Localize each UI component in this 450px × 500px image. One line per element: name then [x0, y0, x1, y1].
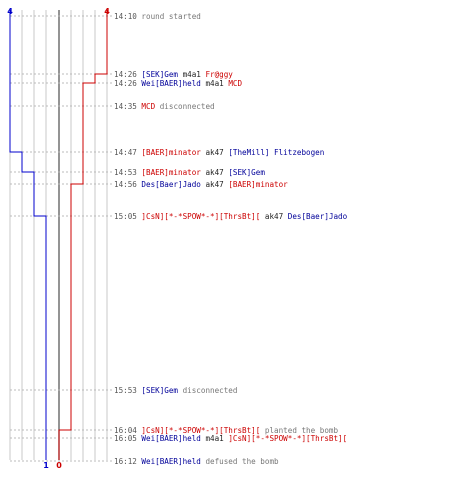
- ct-player-name: Des[Baer]Jado: [136, 180, 201, 189]
- event-guide-lines: [10, 15, 112, 462]
- t-end-count: 0: [56, 461, 62, 470]
- ct-player-name: [SEK]Gem: [228, 168, 265, 177]
- ct-player-name: [TheMill] Flitzebogen: [228, 148, 325, 157]
- weapon-name: ak47: [260, 212, 288, 221]
- log-time: 14:56: [114, 180, 137, 189]
- t-player-name: MCD: [228, 79, 243, 88]
- weapon-name: ak47: [200, 180, 229, 189]
- t-start-count: 4: [104, 7, 110, 16]
- ct-start-count: 4: [7, 7, 13, 16]
- log-time: 14:26: [114, 79, 137, 88]
- event-text: planted the bomb: [260, 426, 339, 435]
- log-time: 14:53: [114, 168, 137, 177]
- ct-alive-step-line: [9, 10, 47, 460]
- weapon-name: m4a1: [200, 79, 229, 88]
- event-text: disconnected: [155, 102, 215, 111]
- t-player-name: [BAER]minator: [136, 148, 201, 157]
- log-time: 14:10: [114, 12, 137, 21]
- log-row: 14:35 MCD disconnected: [114, 101, 215, 112]
- log-time: 14:47: [114, 148, 137, 157]
- t-alive-step-line: [58, 10, 108, 460]
- log-time: 16:04: [114, 426, 137, 435]
- log-row: 14:47 [BAER]minator ak47 [TheMill] Flitz…: [114, 147, 324, 158]
- weapon-name: m4a1: [200, 434, 229, 443]
- event-text: round started: [136, 12, 201, 21]
- log-row: 16:04 ]CsN][*-*SPOW*-*][ThrsBt][ planted…: [114, 425, 338, 436]
- log-row: 16:05 Wei[BAER]held m4a1 ]CsN][*-*SPOW*-…: [114, 433, 347, 444]
- ct-player-name: Des[Baer]Jado: [287, 212, 348, 221]
- log-time: 14:26: [114, 70, 137, 79]
- timeline-grid: [9, 10, 108, 460]
- log-time: 14:35: [114, 102, 137, 111]
- log-row: 15:05 ]CsN][*-*SPOW*-*][ThrsBt][ ak47 De…: [114, 211, 347, 222]
- log-row: 16:12 Wei[BAER]held defused the bomb: [114, 456, 279, 467]
- ct-player-name: Wei[BAER]held: [136, 457, 201, 466]
- t-player-name: MCD: [136, 102, 156, 111]
- ct-player-name: Wei[BAER]held: [136, 79, 201, 88]
- log-row: 15:53 [SEK]Gem disconnected: [114, 385, 237, 396]
- log-time: 15:05: [114, 212, 137, 221]
- t-player-name: ]CsN][*-*SPOW*-*][ThrsBt][: [136, 212, 261, 221]
- t-player-name: ]CsN][*-*SPOW*-*][ThrsBt][: [136, 426, 261, 435]
- log-row: 14:56 Des[Baer]Jado ak47 [BAER]minator: [114, 179, 288, 190]
- weapon-name: ak47: [200, 148, 229, 157]
- t-player-name: [BAER]minator: [228, 180, 288, 189]
- t-player-name: [BAER]minator: [136, 168, 201, 177]
- ct-player-name: [SEK]Gem: [136, 70, 179, 79]
- t-player-name: ]CsN][*-*SPOW*-*][ThrsBt][: [228, 434, 348, 443]
- event-text: defused the bomb: [200, 457, 279, 466]
- log-time: 16:05: [114, 434, 137, 443]
- log-row: 14:53 [BAER]minator ak47 [SEK]Gem: [114, 167, 265, 178]
- weapon-name: m4a1: [178, 70, 206, 79]
- log-row: 14:26 Wei[BAER]held m4a1 MCD: [114, 78, 242, 89]
- log-row: 14:26 [SEK]Gem m4a1 Fr@ggy: [114, 69, 233, 80]
- ct-end-count: 1: [43, 461, 49, 470]
- ct-player-name: Wei[BAER]held: [136, 434, 201, 443]
- weapon-name: ak47: [200, 168, 229, 177]
- log-time: 16:12: [114, 457, 137, 466]
- t-player-name: Fr@ggy: [205, 70, 233, 79]
- event-text: disconnected: [178, 386, 238, 395]
- log-row: 14:10 round started: [114, 11, 201, 22]
- log-time: 15:53: [114, 386, 137, 395]
- ct-player-name: [SEK]Gem: [136, 386, 179, 395]
